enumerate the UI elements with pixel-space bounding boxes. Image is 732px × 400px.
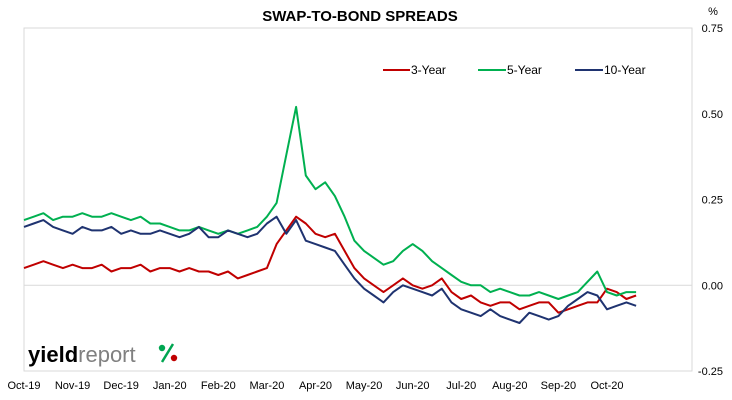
legend-label-10-year: 10-Year <box>604 63 646 77</box>
x-tick-label: Jan-20 <box>153 380 187 392</box>
x-tick-label: Sep-20 <box>541 380 576 392</box>
x-tick-label: Oct-19 <box>7 380 40 392</box>
x-tick-label: Aug-20 <box>492 380 527 392</box>
series-line-5-year <box>23 105 637 300</box>
logo-yield-text: yield <box>28 342 78 367</box>
x-tick-label: Jun-20 <box>396 380 430 392</box>
x-tick-label: Nov-19 <box>55 380 90 392</box>
y-tick-label: 0.25 <box>702 195 723 207</box>
x-tick-label: Apr-20 <box>299 380 332 392</box>
x-tick-label: Dec-19 <box>103 380 138 392</box>
y-tick-label: 0.50 <box>702 109 723 121</box>
yieldreport-logo: yieldreport <box>28 342 178 367</box>
series-line-10-year <box>23 215 637 324</box>
plot-area <box>23 27 693 372</box>
logo-percent-icon <box>158 343 178 363</box>
y-axis-unit-label: % <box>708 6 718 18</box>
y-tick-label: 0.00 <box>702 280 723 292</box>
legend-label-3-year: 3-Year <box>411 63 446 77</box>
x-tick-label: Oct-20 <box>590 380 623 392</box>
x-axis: Oct-19 Nov-19 Dec-19 Jan-20 Feb-20 Mar-20 Apr-… <box>7 380 623 392</box>
x-tick-label: Jul-20 <box>446 380 476 392</box>
y-axis: 0.75 0.50 0.25 0.00 -0.25 <box>698 23 723 378</box>
svg-text:yieldreport: yieldreport <box>28 342 136 367</box>
legend-label-5-year: 5-Year <box>507 63 542 77</box>
logo-report-text: report <box>78 342 135 367</box>
x-tick-label: Mar-20 <box>249 380 284 392</box>
x-tick-label: May-20 <box>346 380 383 392</box>
x-tick-label: Feb-20 <box>201 380 236 392</box>
series-lines <box>23 105 637 324</box>
y-tick-label: -0.25 <box>698 366 723 378</box>
y-tick-label: 0.75 <box>702 23 723 35</box>
chart-title: SWAP-TO-BOND SPREADS <box>262 8 458 25</box>
legend: 3-Year 5-Year 10-Year <box>383 63 646 77</box>
series-line-3-year <box>23 215 637 314</box>
